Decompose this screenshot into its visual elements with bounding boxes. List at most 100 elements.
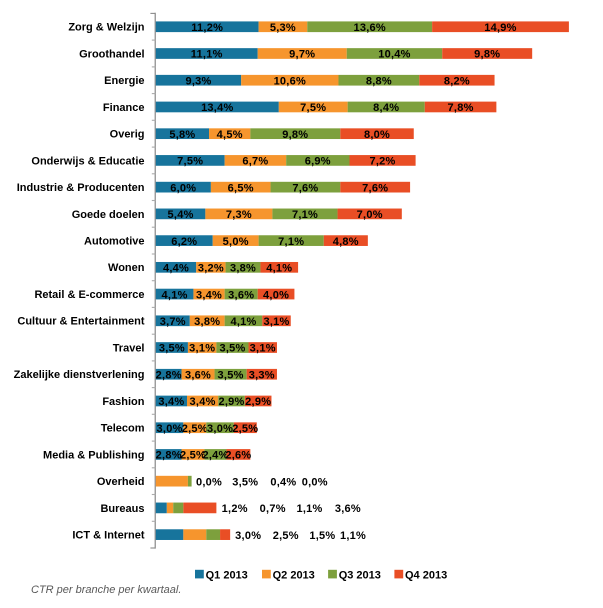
svg-text:Wonen: Wonen (108, 262, 145, 274)
svg-text:Cultuur & Entertainment: Cultuur & Entertainment (17, 316, 144, 328)
svg-text:Retail & E-commerce: Retail & E-commerce (34, 289, 144, 301)
svg-text:9,7%: 9,7% (289, 49, 315, 61)
svg-text:6,5%: 6,5% (228, 182, 254, 194)
svg-text:4,5%: 4,5% (217, 129, 243, 141)
svg-text:4,8%: 4,8% (333, 236, 359, 248)
svg-text:7,6%: 7,6% (292, 182, 318, 194)
svg-text:0,7%: 0,7% (260, 503, 286, 515)
svg-text:10,4%: 10,4% (378, 49, 410, 61)
svg-text:6,0%: 6,0% (170, 182, 196, 194)
svg-text:Media & Publishing: Media & Publishing (43, 449, 144, 461)
svg-text:7,5%: 7,5% (300, 102, 326, 114)
svg-text:7,3%: 7,3% (226, 209, 252, 221)
svg-text:8,0%: 8,0% (364, 129, 390, 141)
svg-text:5,4%: 5,4% (168, 209, 194, 221)
svg-text:9,3%: 9,3% (185, 75, 211, 87)
svg-text:Goede doelen: Goede doelen (72, 209, 145, 221)
svg-text:3,0%: 3,0% (207, 423, 233, 435)
svg-text:0,0%: 0,0% (302, 476, 328, 488)
svg-text:4,1%: 4,1% (162, 289, 188, 301)
svg-text:Finance: Finance (103, 102, 145, 114)
svg-text:2,8%: 2,8% (156, 450, 182, 462)
svg-text:4,1%: 4,1% (230, 316, 256, 328)
svg-text:Zakelijke dienstverlening: Zakelijke dienstverlening (14, 369, 145, 381)
svg-text:2,5%: 2,5% (232, 423, 258, 435)
svg-text:7,8%: 7,8% (448, 102, 474, 114)
svg-text:0,0%: 0,0% (196, 476, 222, 488)
svg-text:3,0%: 3,0% (235, 530, 261, 542)
svg-text:2,6%: 2,6% (225, 450, 251, 462)
svg-text:3,5%: 3,5% (219, 343, 245, 355)
svg-text:3,7%: 3,7% (160, 316, 186, 328)
svg-text:Q3 2013: Q3 2013 (339, 569, 381, 581)
svg-text:3,2%: 3,2% (198, 263, 224, 275)
svg-text:6,2%: 6,2% (171, 236, 197, 248)
svg-text:3,3%: 3,3% (249, 370, 275, 382)
svg-text:7,0%: 7,0% (357, 209, 383, 221)
svg-text:2,5%: 2,5% (182, 423, 208, 435)
svg-text:Q2 2013: Q2 2013 (273, 569, 315, 581)
svg-text:7,1%: 7,1% (278, 236, 304, 248)
svg-text:9,8%: 9,8% (282, 129, 308, 141)
svg-text:8,2%: 8,2% (444, 75, 470, 87)
svg-text:3,5%: 3,5% (232, 476, 258, 488)
svg-text:4,1%: 4,1% (266, 263, 292, 275)
svg-text:10,6%: 10,6% (274, 75, 306, 87)
svg-text:Zorg & Welzijn: Zorg & Welzijn (68, 22, 144, 34)
svg-text:13,6%: 13,6% (353, 22, 385, 34)
svg-text:1,2%: 1,2% (222, 503, 248, 515)
svg-text:3,6%: 3,6% (228, 289, 254, 301)
svg-text:7,2%: 7,2% (369, 156, 395, 168)
svg-text:5,0%: 5,0% (223, 236, 249, 248)
svg-text:Onderwijs & Educatie: Onderwijs & Educatie (31, 155, 144, 167)
svg-text:2,9%: 2,9% (218, 396, 244, 408)
svg-text:Travel: Travel (113, 342, 145, 354)
svg-text:Bureaus: Bureaus (100, 503, 144, 515)
svg-text:3,4%: 3,4% (196, 289, 222, 301)
svg-text:9,8%: 9,8% (474, 49, 500, 61)
svg-text:CTR per branche per kwartaal.: CTR per branche per kwartaal. (31, 584, 181, 596)
svg-text:7,6%: 7,6% (362, 182, 388, 194)
svg-text:11,1%: 11,1% (191, 49, 223, 61)
svg-text:3,0%: 3,0% (157, 423, 183, 435)
svg-text:4,4%: 4,4% (163, 263, 189, 275)
svg-text:Overig: Overig (110, 129, 145, 141)
svg-text:1,1%: 1,1% (340, 530, 366, 542)
svg-text:3,6%: 3,6% (335, 503, 361, 515)
svg-text:Telecom: Telecom (101, 423, 145, 435)
svg-text:13,4%: 13,4% (201, 102, 233, 114)
svg-text:3,6%: 3,6% (185, 370, 211, 382)
svg-text:1,5%: 1,5% (309, 530, 335, 542)
svg-text:ICT & Internet: ICT & Internet (72, 530, 144, 542)
svg-text:3,1%: 3,1% (263, 316, 289, 328)
svg-text:5,8%: 5,8% (169, 129, 195, 141)
svg-text:6,7%: 6,7% (242, 156, 268, 168)
svg-text:0,4%: 0,4% (270, 476, 296, 488)
svg-text:Groothandel: Groothandel (79, 48, 144, 60)
svg-text:3,1%: 3,1% (250, 343, 276, 355)
svg-text:Automotive: Automotive (84, 236, 145, 248)
svg-text:14,9%: 14,9% (484, 22, 516, 34)
svg-text:Fashion: Fashion (102, 396, 144, 408)
svg-text:Industrie & Producenten: Industrie & Producenten (17, 182, 145, 194)
svg-text:2,9%: 2,9% (245, 396, 271, 408)
svg-text:Overheid: Overheid (97, 476, 145, 488)
svg-text:3,5%: 3,5% (159, 343, 185, 355)
svg-text:7,1%: 7,1% (292, 209, 318, 221)
svg-text:8,4%: 8,4% (373, 102, 399, 114)
svg-text:3,4%: 3,4% (158, 396, 184, 408)
svg-text:3,4%: 3,4% (190, 396, 216, 408)
svg-text:7,5%: 7,5% (177, 156, 203, 168)
svg-text:4,0%: 4,0% (263, 289, 289, 301)
svg-text:5,3%: 5,3% (270, 22, 296, 34)
svg-text:2,5%: 2,5% (273, 530, 299, 542)
svg-text:2,5%: 2,5% (180, 450, 206, 462)
svg-text:11,2%: 11,2% (191, 22, 223, 34)
svg-text:2,8%: 2,8% (156, 370, 182, 382)
svg-text:Energie: Energie (104, 75, 144, 87)
svg-text:3,8%: 3,8% (194, 316, 220, 328)
svg-text:8,8%: 8,8% (366, 75, 392, 87)
svg-text:1,1%: 1,1% (296, 503, 322, 515)
svg-text:2,4%: 2,4% (202, 450, 228, 462)
svg-text:3,1%: 3,1% (189, 343, 215, 355)
